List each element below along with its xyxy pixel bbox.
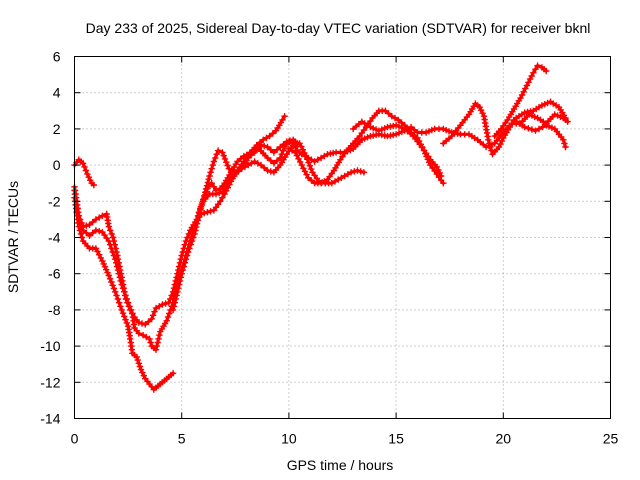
series-track-1 [71, 111, 571, 328]
series-markers [71, 111, 571, 328]
grid-lines [74, 56, 611, 419]
y-tick-label: -12 [40, 374, 60, 390]
x-tick-label: 25 [603, 431, 619, 447]
series-track-7 [440, 98, 569, 158]
x-tick-label: 20 [496, 431, 512, 447]
series-track-6 [350, 118, 445, 180]
y-tick-label: 0 [53, 157, 61, 173]
series-markers [350, 118, 445, 180]
x-axis-title: GPS time / hours [287, 457, 394, 473]
series-track-5 [285, 107, 447, 187]
series-track-9 [71, 156, 97, 189]
y-tick-label: 4 [53, 85, 61, 101]
series-markers [71, 156, 97, 189]
series-markers [169, 140, 368, 314]
y-axis-title: SDTVAR / TECUs [5, 181, 21, 293]
y-tick-label: -8 [48, 302, 61, 318]
series-line [72, 112, 570, 326]
series-track-3 [71, 194, 177, 393]
x-tick-label: 0 [71, 431, 79, 447]
y-tick-label: -4 [48, 230, 61, 246]
series-track-8 [491, 62, 550, 140]
series-track-11 [195, 136, 301, 216]
y-tick-label: -14 [40, 411, 60, 427]
y-axis-ticks: -14 -12 -10 -8 -6 -4 -2 0 2 4 6 [40, 49, 611, 427]
y-tick-label: 6 [53, 49, 61, 65]
y-tick-label: -10 [40, 338, 60, 354]
data-series [71, 62, 571, 393]
series-line [441, 100, 568, 156]
x-tick-label: 5 [178, 431, 186, 447]
series-track-10 [510, 116, 569, 151]
chart-title: Day 233 of 2025, Sidereal Day-to-day VTE… [86, 20, 591, 36]
series-markers [510, 116, 569, 151]
y-tick-label: -2 [48, 193, 61, 209]
x-axis-ticks: 0 5 10 15 20 25 [71, 56, 619, 447]
series-track-2 [71, 113, 288, 353]
series-markers [491, 62, 550, 140]
y-tick-label: 2 [53, 121, 61, 137]
series-markers [195, 136, 301, 216]
series-markers [285, 107, 447, 187]
series-markers [440, 98, 569, 158]
x-tick-label: 10 [281, 431, 297, 447]
y-tick-label: -6 [48, 266, 61, 282]
x-tick-label: 15 [388, 431, 404, 447]
